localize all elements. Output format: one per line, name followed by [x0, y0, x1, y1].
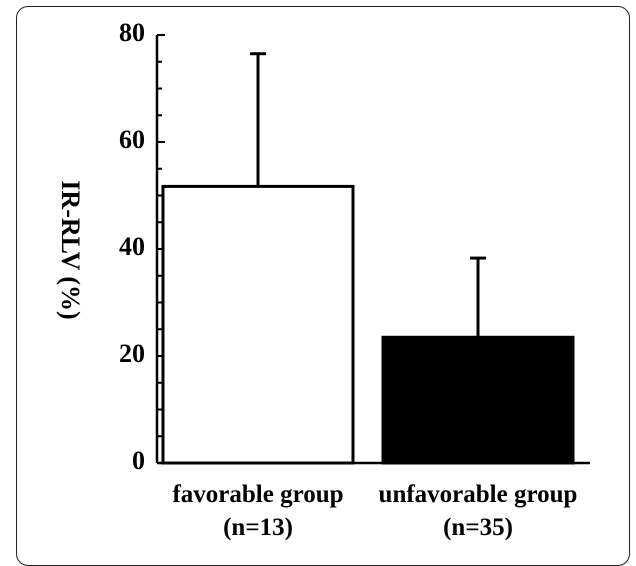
bar-1 — [161, 184, 355, 465]
bar-2 — [381, 335, 575, 465]
x-category-n-label: (n=35) — [443, 514, 513, 541]
y-tick-label: 20 — [119, 339, 145, 368]
x-category-label: unfavorable group — [379, 481, 578, 508]
y-tick-label: 0 — [132, 446, 145, 475]
y-tick-label: 80 — [119, 18, 145, 47]
y-tick-label: 60 — [119, 125, 145, 154]
bar-chart: IR-RLV (%) 0 20 40 60 80 favorable group (n=13… — [56, 18, 590, 541]
y-tick-label: 40 — [119, 232, 145, 261]
y-axis-title: IR-RLV (%) — [56, 180, 85, 319]
x-category-n-label: (n=13) — [223, 514, 293, 541]
x-category-label: favorable group — [172, 481, 343, 508]
